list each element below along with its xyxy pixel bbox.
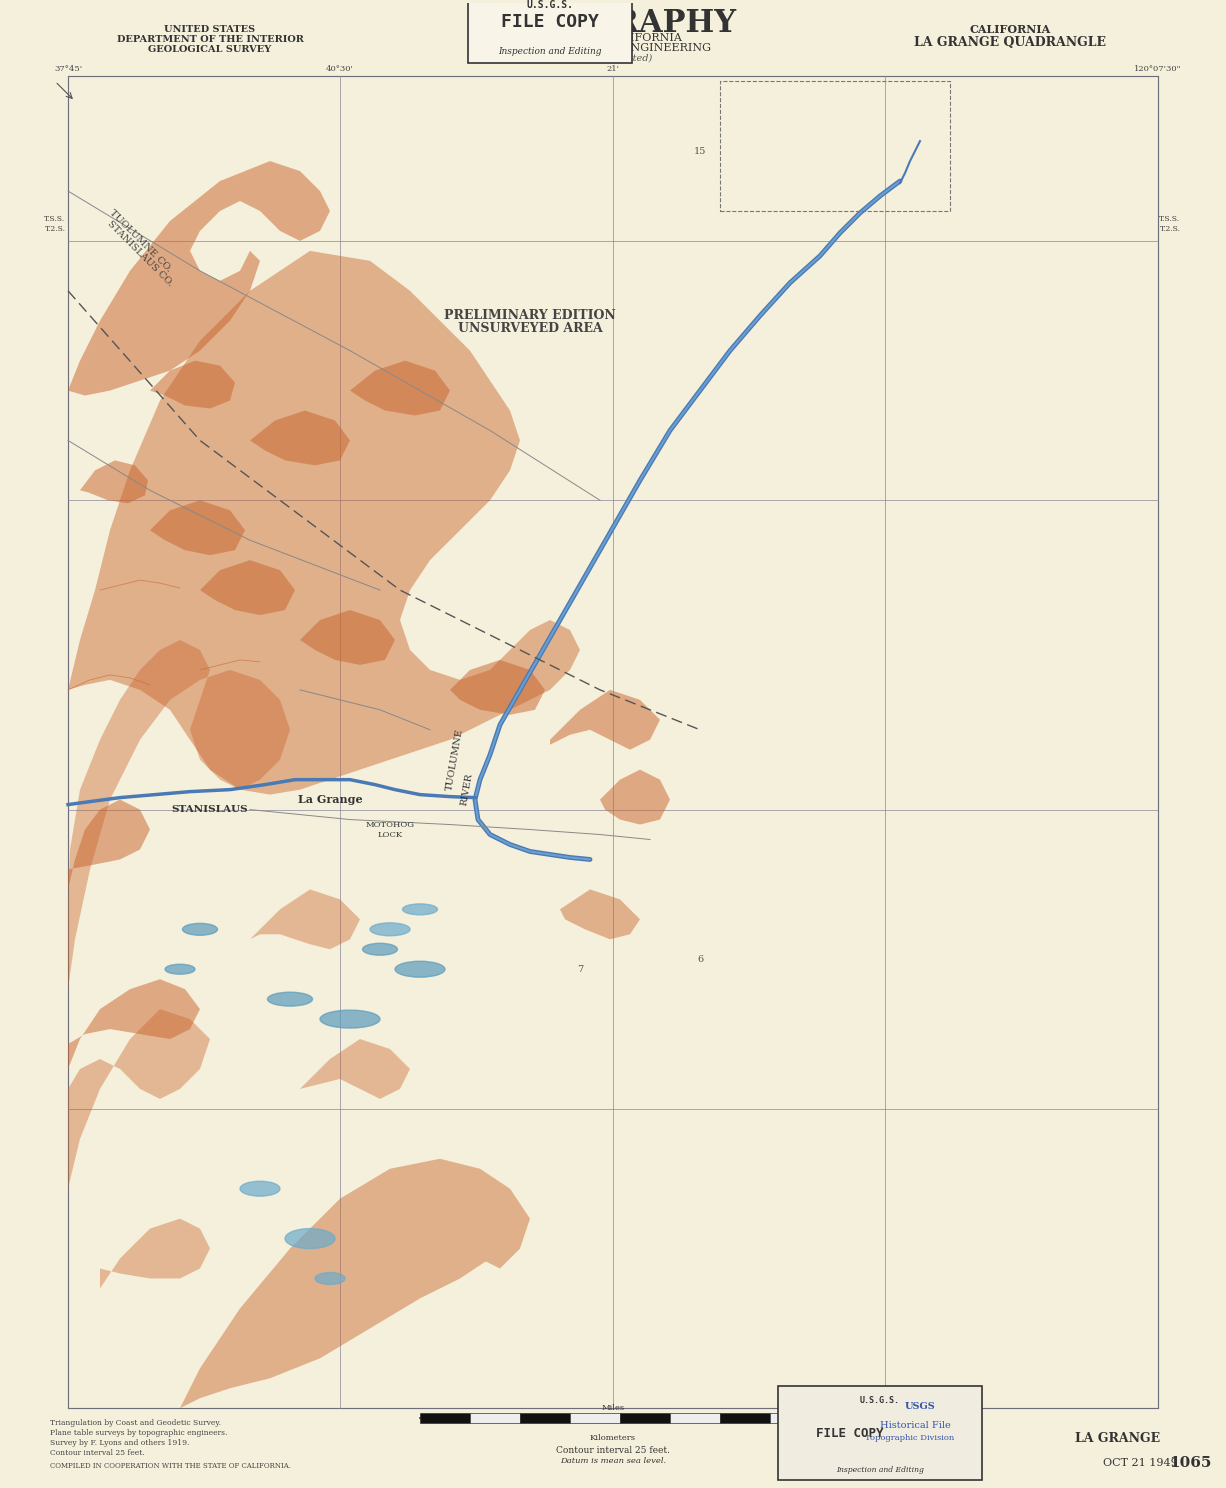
Text: Miles: Miles <box>602 1405 624 1412</box>
Text: TUOLUMNE CO.: TUOLUMNE CO. <box>107 208 173 274</box>
Bar <box>620 1414 669 1423</box>
PathPatch shape <box>450 661 546 714</box>
Text: TOPOGRAPHY: TOPOGRAPHY <box>489 7 737 39</box>
Text: Contour interval 25 feet.: Contour interval 25 feet. <box>557 1445 669 1455</box>
PathPatch shape <box>250 890 360 949</box>
Ellipse shape <box>363 943 397 955</box>
PathPatch shape <box>67 1009 210 1189</box>
Ellipse shape <box>240 1181 280 1196</box>
Text: Plane table surveys by topographic engineers.: Plane table surveys by topographic engin… <box>50 1428 227 1437</box>
Bar <box>720 82 950 211</box>
Text: UNITED STATES: UNITED STATES <box>164 25 255 34</box>
PathPatch shape <box>150 500 245 555</box>
Text: U.S.G.S.: U.S.G.S. <box>859 1396 900 1405</box>
PathPatch shape <box>80 460 148 503</box>
PathPatch shape <box>150 360 235 409</box>
Text: 120°07'30": 120°07'30" <box>1134 65 1182 73</box>
Text: LA GRANGE: LA GRANGE <box>1075 1431 1160 1445</box>
PathPatch shape <box>250 411 349 466</box>
Bar <box>720 1414 770 1423</box>
Ellipse shape <box>320 1010 380 1028</box>
PathPatch shape <box>67 161 330 396</box>
Text: TUOLUMNE: TUOLUMNE <box>445 728 465 792</box>
Text: (Sources noted): (Sources noted) <box>574 54 652 62</box>
Text: 37°45': 37°45' <box>54 65 82 73</box>
Text: U.S.G.S.: U.S.G.S. <box>526 0 574 10</box>
Text: UNSURVEYED AREA: UNSURVEYED AREA <box>457 323 602 335</box>
Text: T.2.S.: T.2.S. <box>44 225 65 234</box>
Ellipse shape <box>395 961 445 978</box>
Text: LOCK: LOCK <box>378 830 402 839</box>
Text: Inspection and Editing: Inspection and Editing <box>836 1466 924 1475</box>
Text: STATE OF CALIFORNIA: STATE OF CALIFORNIA <box>544 33 682 43</box>
Ellipse shape <box>183 924 217 936</box>
Ellipse shape <box>370 923 409 936</box>
Text: FILE COPY: FILE COPY <box>501 13 600 31</box>
Text: MOTOHOG: MOTOHOG <box>365 820 414 829</box>
Text: PRELIMINARY EDITION: PRELIMINARY EDITION <box>444 310 615 323</box>
Text: Topographic Division: Topographic Division <box>866 1434 955 1442</box>
Text: 6: 6 <box>696 955 702 964</box>
Text: LA GRANGE QUADRANGLE: LA GRANGE QUADRANGLE <box>915 36 1106 49</box>
Text: Contour interval 25 feet.: Contour interval 25 feet. <box>50 1449 145 1457</box>
Text: T.S.S.: T.S.S. <box>44 214 65 223</box>
Text: RIVER: RIVER <box>460 772 474 806</box>
Text: 21': 21' <box>607 65 619 73</box>
PathPatch shape <box>550 690 660 750</box>
Text: Survey by F. Lyons and others 1919.: Survey by F. Lyons and others 1919. <box>50 1439 189 1448</box>
FancyBboxPatch shape <box>779 1387 982 1481</box>
Text: Datum is mean sea level.: Datum is mean sea level. <box>560 1457 666 1466</box>
PathPatch shape <box>67 799 150 890</box>
Text: DEPARTMENT OF ENGINEERING: DEPARTMENT OF ENGINEERING <box>515 43 711 54</box>
Text: Triangulation by Coast and Geodetic Survey.: Triangulation by Coast and Geodetic Surv… <box>50 1420 221 1427</box>
Text: STANISLAUS CO.: STANISLAUS CO. <box>105 219 174 289</box>
Ellipse shape <box>284 1229 335 1248</box>
Text: 40°30': 40°30' <box>326 65 354 73</box>
Bar <box>570 1414 620 1423</box>
Ellipse shape <box>315 1272 345 1284</box>
Text: Inspection and Editing: Inspection and Editing <box>498 46 602 57</box>
Text: OCT 21 1949: OCT 21 1949 <box>1102 1458 1177 1469</box>
Text: Historical File: Historical File <box>879 1421 950 1430</box>
Text: STANISLAUS: STANISLAUS <box>172 805 249 814</box>
Text: La Grange: La Grange <box>298 795 363 805</box>
Bar <box>470 1414 520 1423</box>
Text: CALIFORNIA: CALIFORNIA <box>970 24 1051 34</box>
PathPatch shape <box>101 1219 210 1289</box>
PathPatch shape <box>200 559 295 615</box>
Bar <box>669 1414 720 1423</box>
PathPatch shape <box>560 890 640 939</box>
PathPatch shape <box>180 1159 530 1408</box>
PathPatch shape <box>67 640 291 990</box>
PathPatch shape <box>349 360 450 415</box>
PathPatch shape <box>600 769 669 824</box>
PathPatch shape <box>67 979 200 1068</box>
Text: 1065: 1065 <box>1168 1457 1211 1470</box>
Text: USGS: USGS <box>905 1402 935 1411</box>
Text: T.2.S.: T.2.S. <box>1160 225 1181 234</box>
Text: DEPARTMENT OF THE INTERIOR: DEPARTMENT OF THE INTERIOR <box>116 34 304 43</box>
Bar <box>770 1414 810 1423</box>
Text: T.S.S.: T.S.S. <box>1160 214 1181 223</box>
PathPatch shape <box>300 1039 409 1100</box>
PathPatch shape <box>300 610 395 665</box>
Text: FILE COPY: FILE COPY <box>817 1427 884 1439</box>
Text: COMPILED IN COOPERATION WITH THE STATE OF CALIFORNIA.: COMPILED IN COOPERATION WITH THE STATE O… <box>50 1463 291 1470</box>
Text: 15: 15 <box>694 147 706 156</box>
Text: GEOLOGICAL SURVEY: GEOLOGICAL SURVEY <box>148 45 272 54</box>
Ellipse shape <box>166 964 195 975</box>
Bar <box>520 1414 570 1423</box>
FancyBboxPatch shape <box>468 0 631 64</box>
Text: 7: 7 <box>577 964 584 973</box>
Text: Kilometers: Kilometers <box>590 1434 636 1442</box>
PathPatch shape <box>67 251 580 795</box>
Bar <box>421 1414 470 1423</box>
Ellipse shape <box>267 992 313 1006</box>
Ellipse shape <box>402 903 438 915</box>
